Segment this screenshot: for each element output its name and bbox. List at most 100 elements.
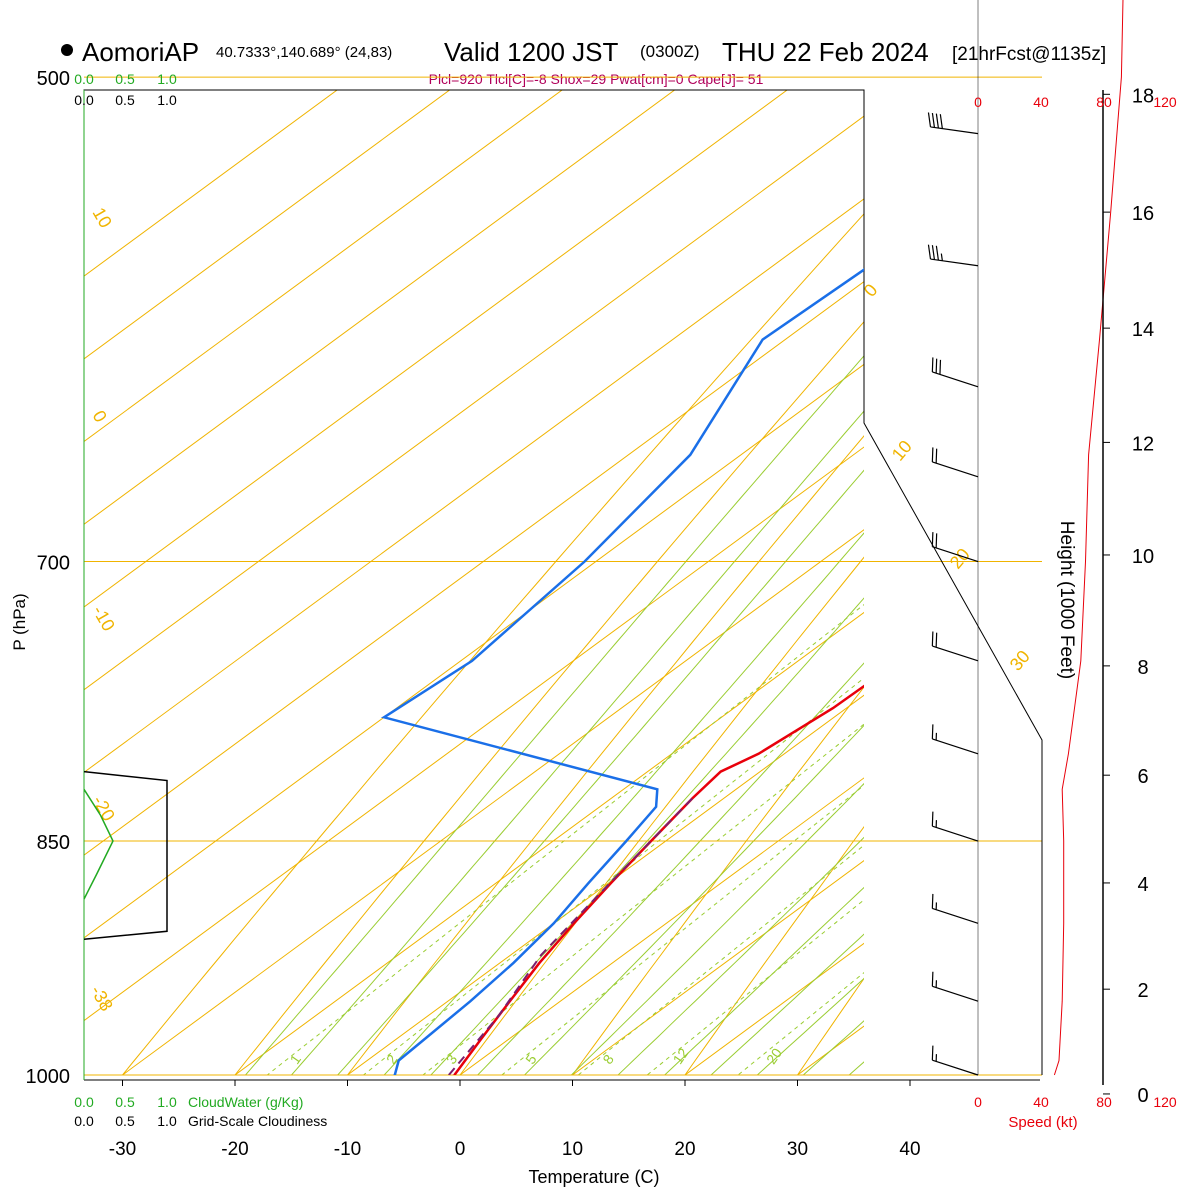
cloudwater-top-tick-2: 1.0 bbox=[157, 71, 177, 87]
wind-barb bbox=[931, 893, 979, 924]
dry-adiabat-label: 0 bbox=[860, 280, 882, 301]
speed-bottom-tick-1: 40 bbox=[1033, 1094, 1049, 1110]
dry-adiabat-label: 0 bbox=[89, 407, 111, 426]
isotherm-line bbox=[814, 0, 1200, 1145]
dry-adiabat-line bbox=[1092, 0, 1200, 1145]
station-coords: 40.7333°,140.689° (24,83) bbox=[216, 44, 392, 61]
wind-barb bbox=[927, 112, 979, 135]
barb-flag bbox=[931, 447, 934, 463]
dry-adiabat-label: 10 bbox=[888, 436, 916, 464]
barb-shaft bbox=[932, 461, 979, 478]
dewpoint-profile bbox=[380, 268, 864, 1075]
barb-shaft bbox=[932, 738, 979, 755]
height-tick-label: 16 bbox=[1132, 203, 1154, 225]
temperature-tick-label: 40 bbox=[899, 1139, 920, 1160]
barb-flag bbox=[935, 245, 939, 261]
cloudwater-profile bbox=[83, 788, 114, 900]
cloudwater-label: CloudWater (g/Kg) bbox=[188, 1094, 303, 1110]
cloudiness-top-tick-2: 1.0 bbox=[157, 92, 177, 108]
barb-flag bbox=[931, 724, 934, 739]
isotherm-line bbox=[84, 446, 864, 1022]
dry-adiabat-line bbox=[346, 435, 864, 1075]
moist-adiabat-line bbox=[430, 597, 864, 1075]
cloudiness-bottom-tick-0: 0.0 bbox=[74, 1113, 94, 1129]
barb-flag bbox=[939, 114, 943, 129]
speed-bottom-tick-2: 80 bbox=[1096, 1094, 1112, 1110]
surface-dewpoint-point bbox=[392, 1074, 397, 1075]
parcel-profile bbox=[448, 797, 694, 1075]
wind-barb bbox=[931, 1045, 979, 1076]
wind-barb bbox=[931, 724, 979, 755]
isotherm-line bbox=[84, 90, 451, 360]
moist-adiabat-line bbox=[710, 933, 864, 1075]
wind-speed-profile bbox=[1053, 0, 1124, 1076]
temperature-tick-label: 20 bbox=[674, 1139, 695, 1160]
mixing-ratio-line bbox=[422, 723, 864, 1075]
isotherm-line bbox=[84, 198, 864, 774]
height-tick-label: 4 bbox=[1137, 874, 1148, 896]
isotherm-line bbox=[234, 611, 864, 1075]
barb-shaft bbox=[932, 645, 979, 662]
dry-adiabat-line bbox=[796, 977, 864, 1075]
mixing-ratio-line bbox=[737, 971, 864, 1075]
dry-adiabat-label: -38 bbox=[87, 982, 117, 1015]
barb-flag bbox=[935, 113, 939, 129]
barb-shaft bbox=[932, 825, 979, 842]
isotherm-line bbox=[84, 115, 864, 691]
profiles bbox=[380, 268, 864, 1075]
temperature-tick-label: 30 bbox=[787, 1139, 808, 1160]
barb-flag bbox=[931, 1045, 934, 1061]
moist-adiabat-line bbox=[570, 782, 864, 1075]
mixing-ratio-label: 5 bbox=[522, 1051, 540, 1067]
isotherm-line bbox=[84, 280, 864, 856]
moist-adiabat-line bbox=[290, 410, 864, 1075]
moist-adiabat-line bbox=[617, 836, 864, 1075]
isotherm-line bbox=[84, 90, 563, 443]
valid-time: Valid 1200 JST bbox=[444, 37, 619, 67]
mixing-ratio-line bbox=[501, 784, 864, 1075]
mixing-ratio-line bbox=[646, 899, 864, 1075]
temperature-tick-label: 10 bbox=[562, 1139, 583, 1160]
moist-adiabat-line bbox=[523, 724, 864, 1075]
isotherm-line bbox=[84, 90, 338, 277]
speed-top-tick-2: 80 bbox=[1096, 94, 1112, 110]
temperature-tick-label: -10 bbox=[334, 1139, 361, 1160]
moist-adiabat-line bbox=[815, 0, 1200, 1145]
cloudwater-top-tick-0: 0.0 bbox=[74, 71, 94, 87]
height-axis-label: Height (1000 Feet) bbox=[1056, 521, 1077, 679]
cloudwater-bottom-tick-2: 1.0 bbox=[157, 1094, 177, 1110]
indices-line: Plcl=920 Tlcl[C]=-8 Shox=29 Pwat[cm]=0 C… bbox=[429, 71, 764, 87]
speed-panel bbox=[1053, 0, 1124, 1076]
forecast-run: [21hrFcst@1135z] bbox=[952, 44, 1106, 65]
isotherm-line bbox=[346, 694, 864, 1075]
wind-barb bbox=[931, 631, 979, 662]
moist-adiabat-line bbox=[477, 662, 864, 1075]
height-axis: 02468101214161820222426283032 bbox=[1102, 85, 1154, 1107]
speed-top-tick-1: 40 bbox=[1033, 94, 1049, 110]
valid-utc: (0300Z) bbox=[640, 42, 700, 61]
barb-flag bbox=[935, 632, 938, 648]
wind-barb bbox=[931, 447, 979, 478]
pressure-tick-label: 500 bbox=[37, 68, 70, 90]
height-tick-label: 8 bbox=[1137, 657, 1148, 679]
mixing-ratio-line bbox=[577, 844, 864, 1075]
wind-barbs bbox=[927, 0, 979, 1076]
pressure-tick-label: 1000 bbox=[26, 1066, 71, 1088]
cloud-panel bbox=[83, 90, 168, 1080]
barb-shaft bbox=[930, 258, 979, 267]
height-tick-label: 10 bbox=[1132, 546, 1154, 568]
wind-barb bbox=[931, 357, 979, 388]
dry-adiabat-line bbox=[459, 556, 864, 1075]
dry-adiabat-line bbox=[121, 213, 864, 1075]
wind-barb bbox=[931, 811, 979, 842]
dry-adiabat-line bbox=[864, 0, 1200, 1145]
isobars bbox=[84, 76, 1042, 1076]
cloudiness-top-tick-0: 0.0 bbox=[74, 92, 94, 108]
barb-flag bbox=[931, 532, 934, 547]
barb-flag bbox=[931, 112, 936, 128]
isotherm-line bbox=[459, 777, 864, 1075]
barb-shaft bbox=[932, 371, 979, 388]
dry-adiabat-line bbox=[978, 0, 1200, 1145]
bullet-icon bbox=[61, 44, 73, 56]
